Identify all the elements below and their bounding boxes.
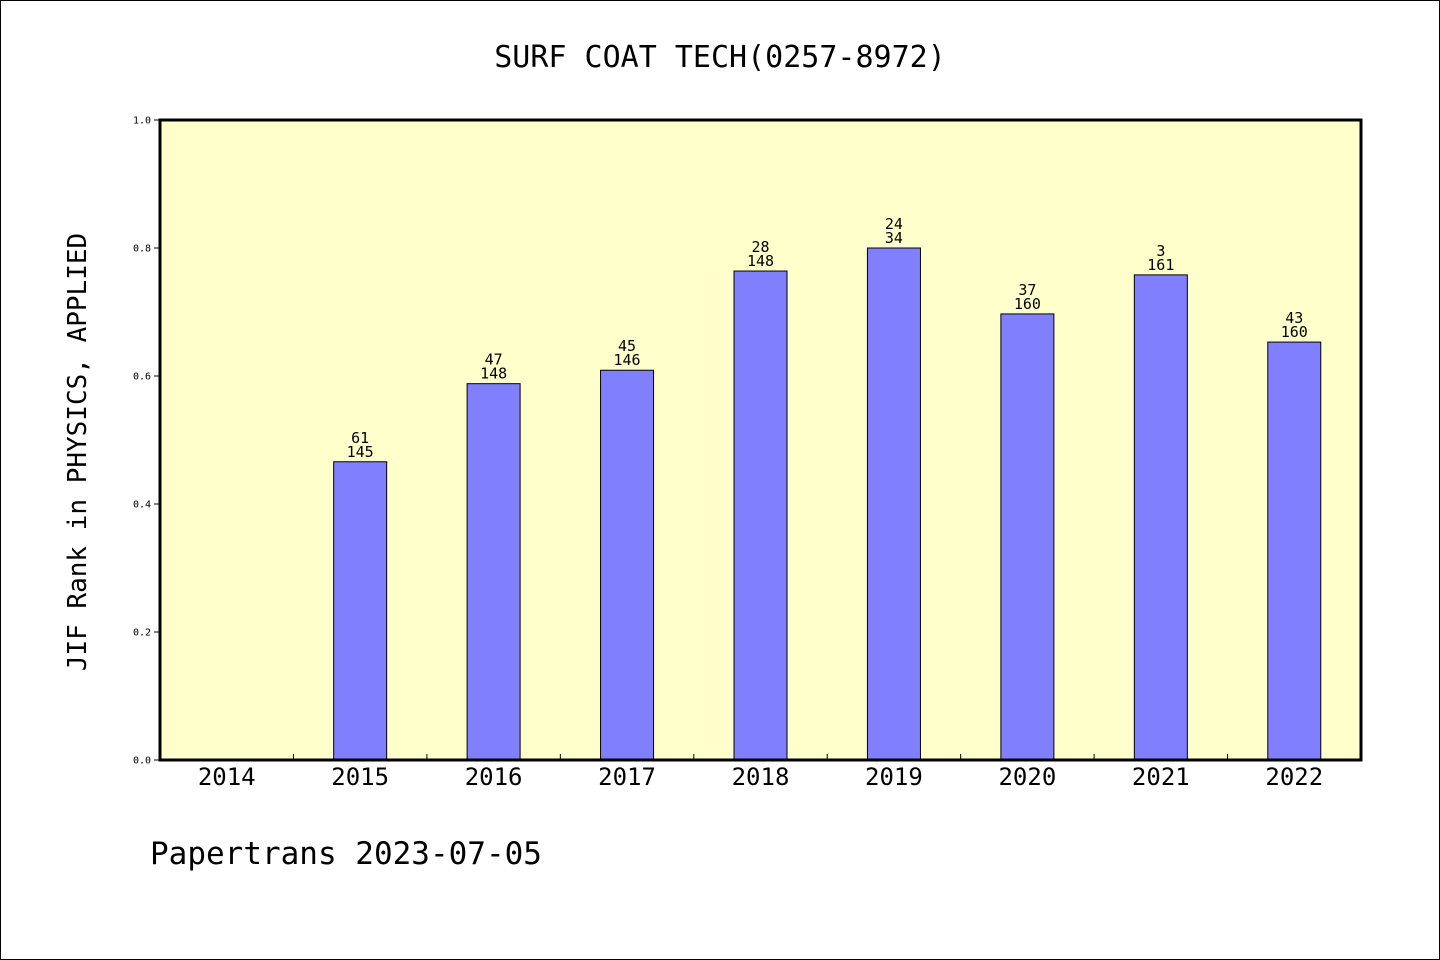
y-tick-label: 0.2 xyxy=(133,628,151,639)
x-tick-label: 2018 xyxy=(732,763,790,791)
x-axis: 2014 2015 2016 2017 2018 2019 2020 2021 2022 xyxy=(198,754,1323,791)
x-tick-label: 2020 xyxy=(998,763,1056,791)
bar-rank-label: 28 xyxy=(751,238,769,256)
bar-total-label: 148 xyxy=(747,252,774,270)
y-tick-label: 1.0 xyxy=(133,116,151,127)
bar-2016 xyxy=(466,383,521,761)
bar-2020 xyxy=(1000,313,1055,761)
y-tick-label: 0.0 xyxy=(133,756,151,767)
y-tick-label: 0.4 xyxy=(133,500,151,511)
y-axis-label: JIF Rank in PHYSICS, APPLIED xyxy=(63,233,93,671)
bar-total-label: 160 xyxy=(1281,323,1308,341)
x-tick-label: 2017 xyxy=(598,763,656,791)
x-tick-label: 2016 xyxy=(465,763,523,791)
y-tick-label: 0.8 xyxy=(133,244,151,255)
bar-rank-label: 61 xyxy=(351,429,369,447)
bar-rank-label: 47 xyxy=(485,351,503,369)
x-tick-label: 2021 xyxy=(1132,763,1190,791)
x-tick-label: 2015 xyxy=(331,763,389,791)
bar-total-label: 148 xyxy=(480,365,507,383)
bar-total-label: 146 xyxy=(614,351,641,369)
footer-text: Papertrans 2023-07-05 xyxy=(150,836,542,872)
bar-2017 xyxy=(600,369,655,761)
bar-total-label: 160 xyxy=(1014,295,1041,313)
bar-total-label: 161 xyxy=(1147,256,1174,274)
bar-2021 xyxy=(1133,274,1188,761)
bar-2022 xyxy=(1267,341,1322,761)
bar-2018 xyxy=(733,270,788,761)
plot-border xyxy=(158,118,1363,762)
bar-rank-label: 45 xyxy=(618,337,636,355)
bar-total-label: 34 xyxy=(885,229,903,247)
x-tick-label: 2022 xyxy=(1265,763,1323,791)
bar-2015 xyxy=(333,461,388,761)
bar-rank-label: 37 xyxy=(1018,281,1036,299)
y-tick-label: 0.6 xyxy=(133,372,151,383)
bar-rank-label: 43 xyxy=(1285,309,1303,327)
bar-rank-label: 3 xyxy=(1156,242,1165,260)
chart-title: SURF COAT TECH(0257-8972) xyxy=(494,40,946,75)
bar-rank-label: 24 xyxy=(885,215,903,233)
x-tick-label: 2014 xyxy=(198,763,256,791)
bar-2019 xyxy=(866,247,921,761)
y-axis: 0.0 0.2 0.4 0.6 0.8 1.0 xyxy=(133,116,160,767)
x-tick-label: 2019 xyxy=(865,763,923,791)
bar-total-label: 145 xyxy=(347,443,374,461)
